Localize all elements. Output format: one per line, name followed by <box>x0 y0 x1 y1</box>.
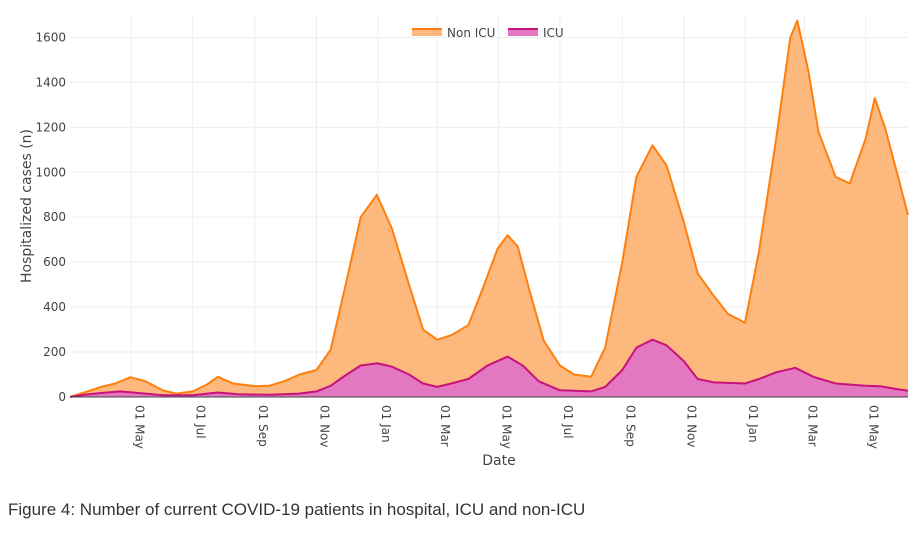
x-axis-ticks: 01 May 01 Jul 01 Sep 01 Nov 01 Jan 01 Mar 01 M… <box>132 405 880 449</box>
y-tick-label: 0 <box>58 390 66 404</box>
y-axis-title: Hospitalized cases (n) <box>19 129 35 283</box>
y-axis-ticks: 0 200 400 600 800 1000 1200 1400 1600 <box>35 30 66 404</box>
chart: 0 200 400 600 800 1000 1200 1400 1600 01 May 01 J… <box>19 15 909 469</box>
x-tick-label: 01 Nov <box>317 405 331 448</box>
area-fill-non-icu <box>70 20 908 397</box>
series-line-icu <box>69 338 909 398</box>
y-tick-label: 1200 <box>35 120 66 134</box>
area-fill-icu <box>70 339 908 397</box>
plot-area <box>69 19 909 398</box>
legend[interactable]: Non ICU ICU <box>412 26 564 40</box>
legend-swatch-non-icu <box>412 28 442 36</box>
x-tick-label: 01 Mar <box>805 405 819 447</box>
y-tick-label: 200 <box>43 345 66 359</box>
figure-caption: Figure 4: Number of current COVID-19 pat… <box>8 500 586 519</box>
series-line-non-icu <box>69 19 909 398</box>
x-tick-label: 01 Sep <box>623 405 637 447</box>
x-tick-label: 01 Sep <box>256 405 270 447</box>
x-tick-label: 01 Jan <box>379 405 393 443</box>
y-tick-label: 1600 <box>35 30 66 44</box>
x-tick-label: 01 Jul <box>194 405 208 439</box>
y-tick-label: 800 <box>43 210 66 224</box>
legend-label-non-icu: Non ICU <box>447 26 495 40</box>
x-tick-label: 01 Jan <box>746 405 760 443</box>
legend-label-icu: ICU <box>543 26 564 40</box>
x-axis-title: Date <box>482 453 515 469</box>
legend-item-icu[interactable]: ICU <box>508 26 564 40</box>
x-tick-label: 01 Jul <box>561 405 575 439</box>
y-tick-label: 600 <box>43 255 66 269</box>
y-tick-label: 400 <box>43 300 66 314</box>
legend-item-non-icu[interactable]: Non ICU <box>412 26 495 40</box>
x-tick-label: 01 May <box>867 405 881 449</box>
legend-swatch-icu <box>508 28 538 36</box>
x-tick-label: 01 May <box>500 405 514 449</box>
y-tick-label: 1000 <box>35 165 66 179</box>
x-tick-label: 01 Nov <box>685 405 699 448</box>
y-tick-label: 1400 <box>35 75 66 89</box>
x-tick-label: 01 Mar <box>438 405 452 447</box>
x-tick-label: 01 May <box>132 405 146 449</box>
